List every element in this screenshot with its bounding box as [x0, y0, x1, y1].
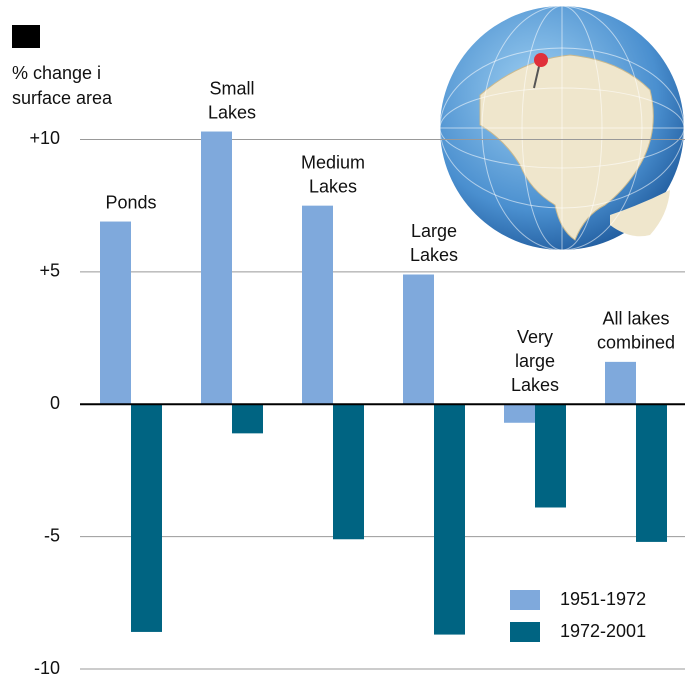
category-label: Lakes: [309, 176, 357, 196]
legend-swatch: [510, 590, 540, 610]
bar: [504, 404, 535, 423]
bar: [434, 404, 465, 635]
category-label: Lakes: [208, 102, 256, 122]
bar: [403, 274, 434, 405]
category-label: Ponds: [105, 192, 156, 212]
y-tick-label: -5: [44, 525, 60, 545]
bar: [535, 404, 566, 508]
bar: [333, 404, 364, 540]
bar: [131, 404, 162, 632]
y-tick-label: -10: [34, 658, 60, 675]
legend-label: 1972-2001: [560, 621, 646, 641]
bar: [302, 205, 333, 405]
y-axis-title: % change i: [12, 63, 101, 83]
category-label: Very: [517, 327, 553, 347]
bar: [605, 361, 636, 405]
category-label: Medium: [301, 152, 365, 172]
bar: [201, 131, 232, 405]
bar: [636, 404, 667, 542]
category-label: Small: [209, 78, 254, 98]
globe: [439, 5, 685, 251]
category-label: combined: [597, 333, 675, 353]
category-label: Large: [411, 221, 457, 241]
legend-label: 1951-1972: [560, 589, 646, 609]
category-label: Lakes: [410, 245, 458, 265]
category-label: All lakes: [602, 309, 669, 329]
category-label: large: [515, 351, 555, 371]
bar: [232, 404, 263, 434]
legend-swatch: [510, 622, 540, 642]
y-tick-label: 0: [50, 393, 60, 413]
bar: [100, 221, 131, 405]
y-tick-label: +5: [39, 261, 60, 281]
logo-square: [12, 25, 40, 48]
category-label: Lakes: [511, 375, 559, 395]
y-tick-label: +10: [29, 128, 60, 148]
y-axis-title: surface area: [12, 88, 113, 108]
